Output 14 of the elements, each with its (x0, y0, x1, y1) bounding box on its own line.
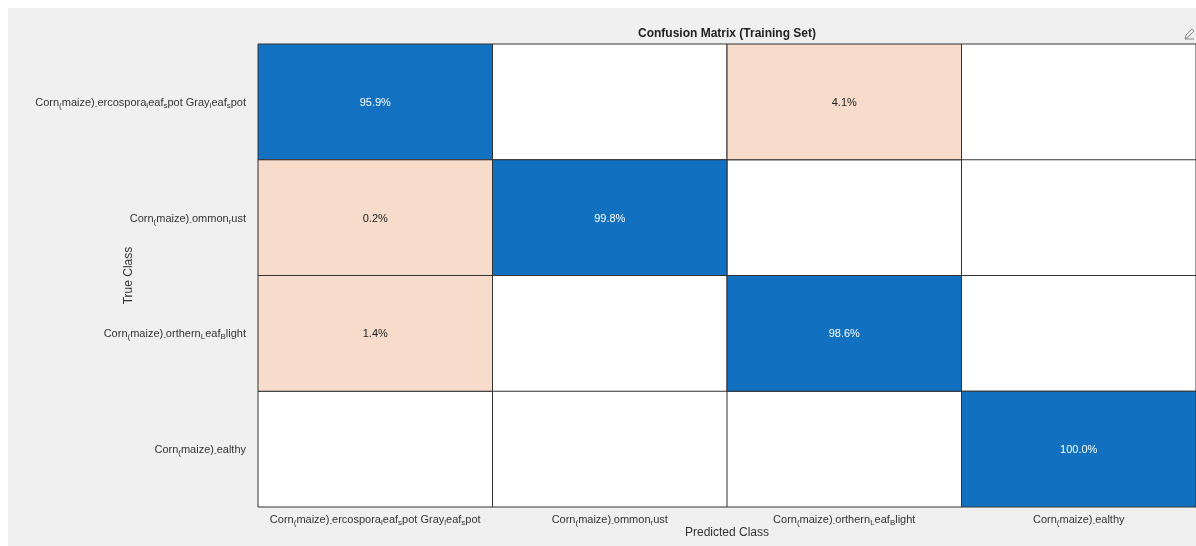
chart-title: Confusion Matrix (Training Set) (637, 26, 817, 40)
category-label: Corn$_{(}$maize)$_{-}$orthern$_{L}$eaf$_{B}$light (773, 513, 916, 527)
category-label: Corn$_{(}$maize)$_{-}$orthern$_{L}$eaf$_{B}$light (103, 327, 246, 342)
data-label: 95.9% (359, 95, 392, 108)
data-label: 4.1% (831, 95, 857, 108)
data-label: 1.4% (362, 327, 388, 340)
data-label: 99.8% (594, 211, 626, 224)
x-axis-title: Predicted Class (684, 524, 770, 539)
data-label: 98.6% (828, 327, 861, 340)
data-label: 0.2% (362, 211, 388, 224)
y-axis-title: True Class (121, 246, 136, 305)
data-label: 100.0% (1060, 443, 1098, 456)
category-label: Corn$_{(}$maize)$_{-}$ercospora$_{l}$eaf$_{s}$pot Gray$_{l}$eaf$_{s}$pot (35, 95, 246, 110)
category-label: Corn$_{(}$maize)$_{-}$ercospora$_{l}$eaf$_{s}$pot Gray$_{l}$eaf$_{s}$pot (269, 513, 481, 527)
